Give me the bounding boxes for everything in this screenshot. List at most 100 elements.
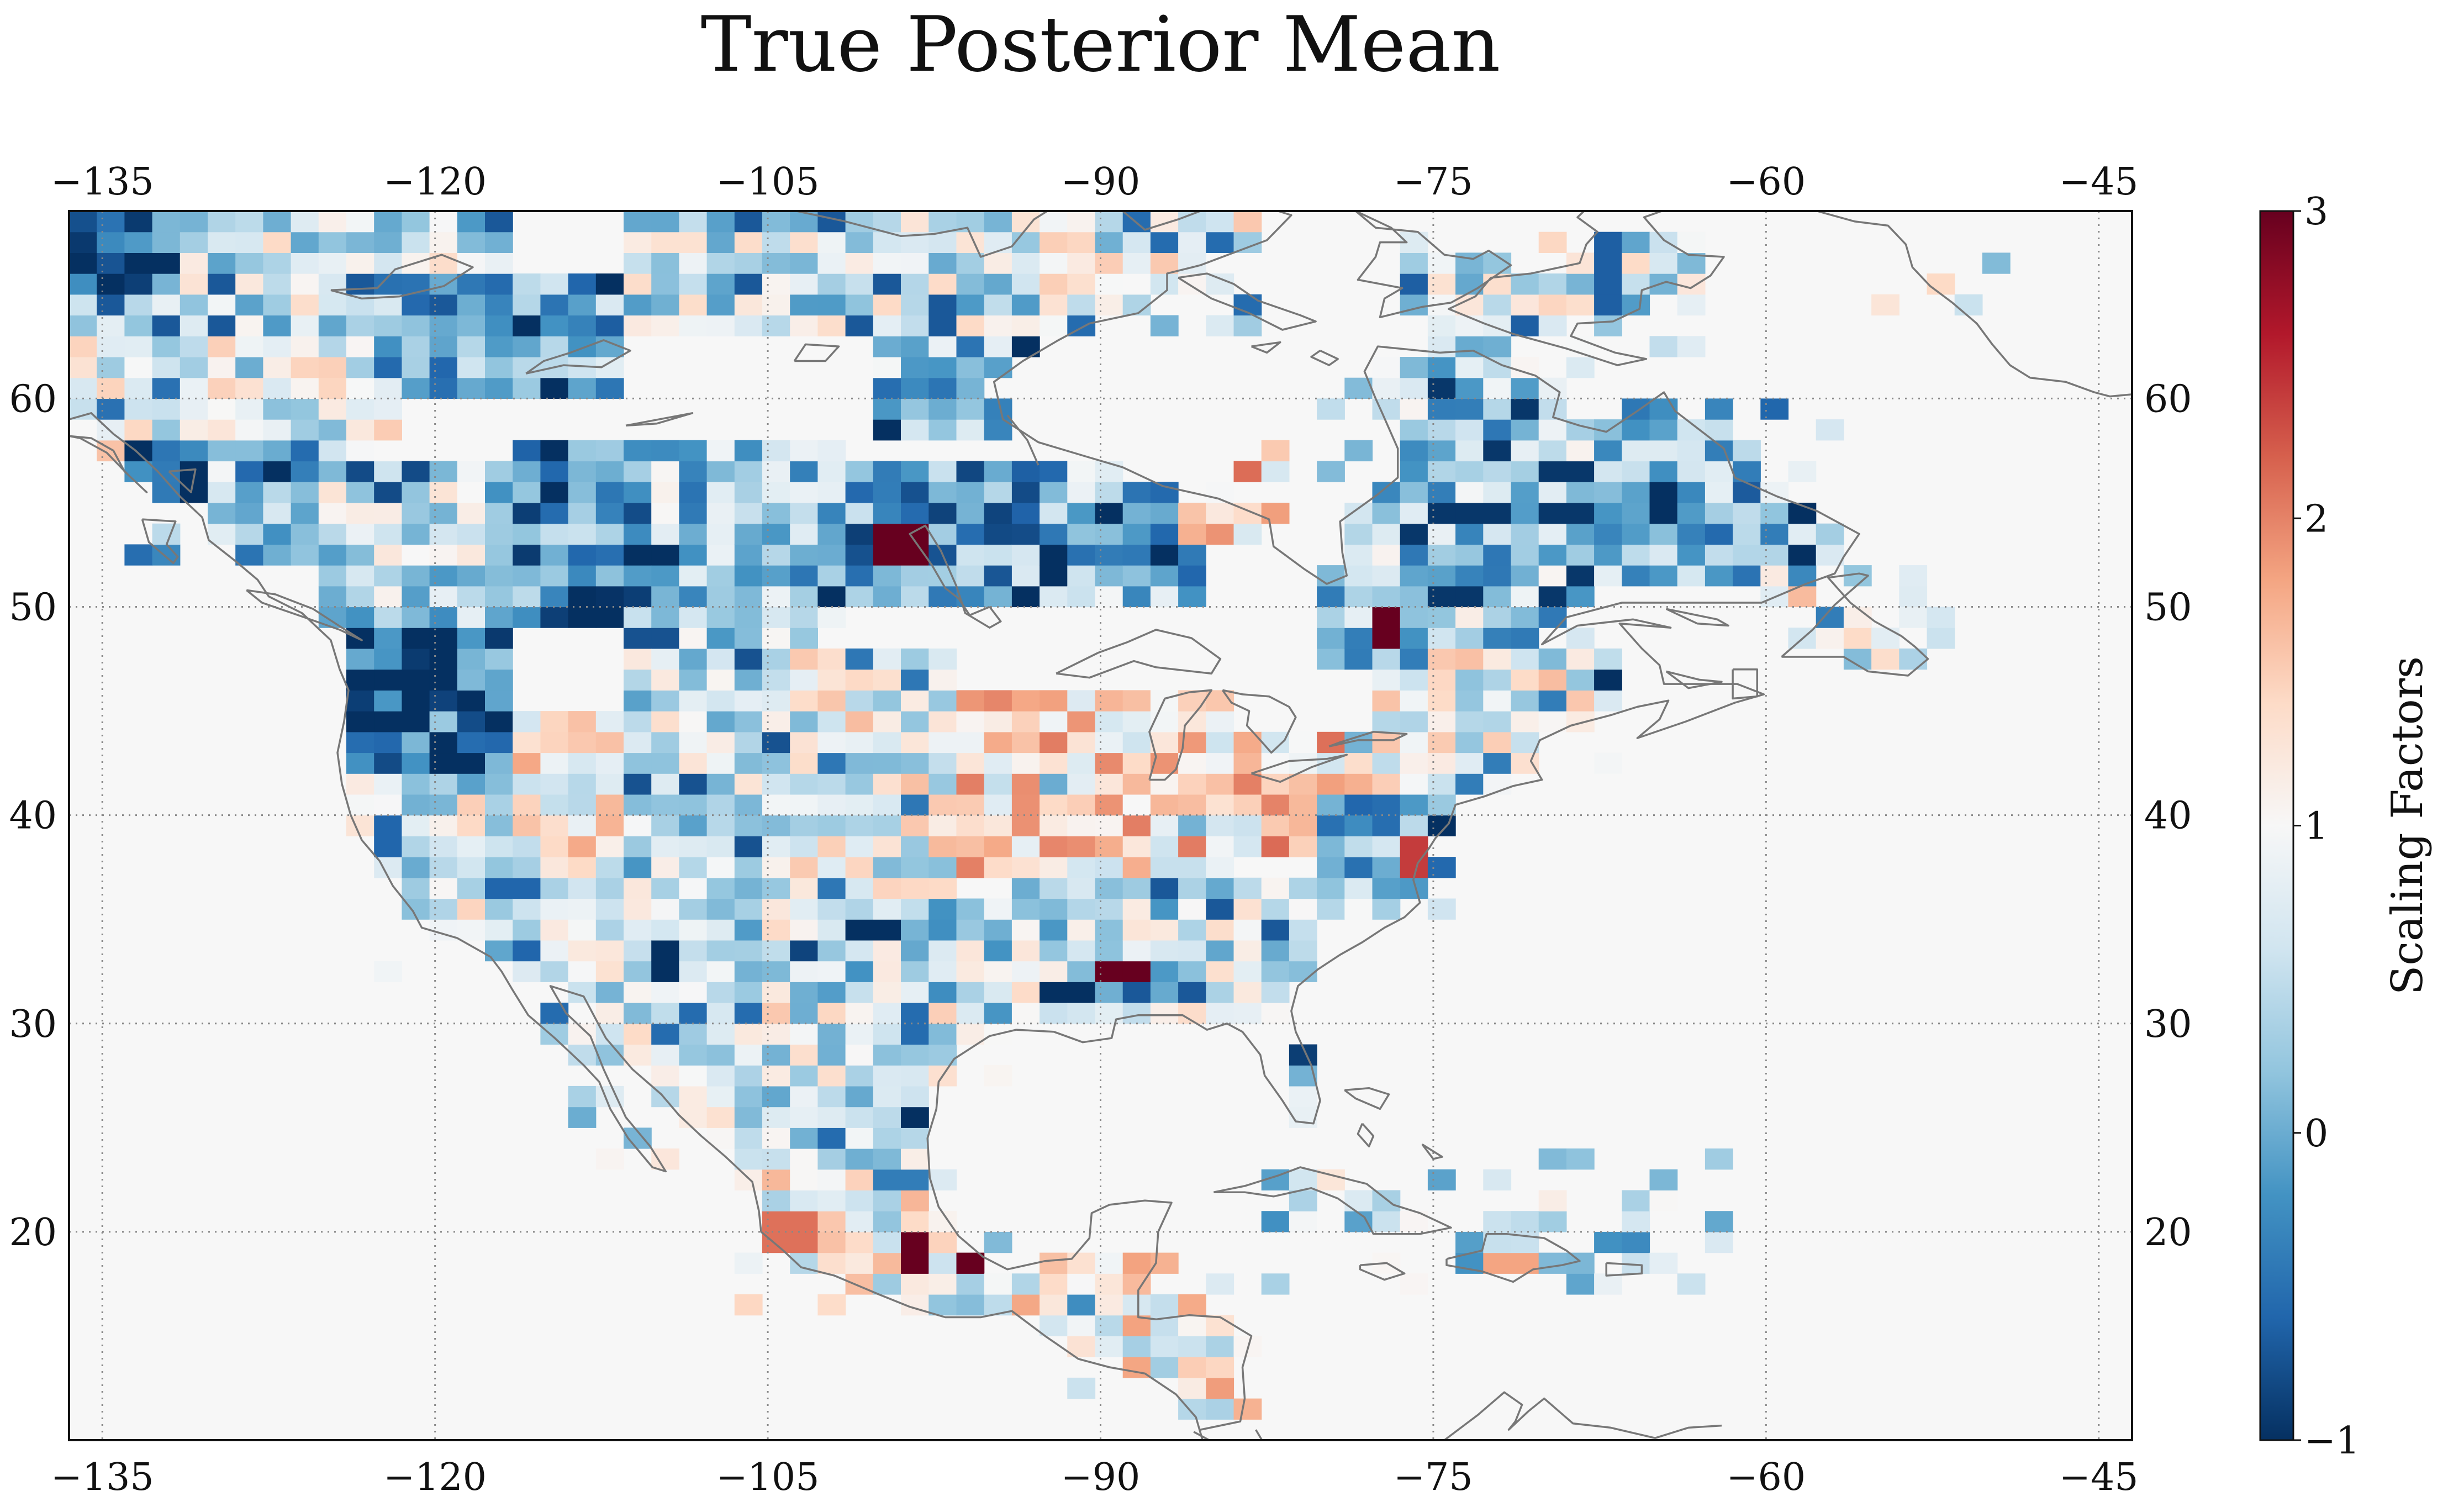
heatmap-cell: [873, 252, 901, 274]
heatmap-cell: [873, 565, 901, 587]
heatmap-cell: [180, 440, 208, 462]
heatmap-cell: [1289, 836, 1317, 857]
heatmap-cell: [817, 461, 846, 482]
heatmap-cell: [928, 690, 957, 712]
heatmap-cell: [291, 252, 319, 274]
heatmap-cell: [1594, 1273, 1622, 1295]
heatmap-cell: [1372, 836, 1401, 857]
heatmap-cell: [1455, 461, 1484, 482]
heatmap-cell: [402, 315, 430, 336]
heatmap-cell: [429, 877, 458, 899]
heatmap-cell: [402, 336, 430, 357]
heatmap-cell: [346, 315, 374, 336]
heatmap-cell: [1095, 940, 1123, 962]
heatmap-cell: [1122, 294, 1151, 316]
heatmap-cell: [1095, 815, 1123, 836]
heatmap-cell: [624, 898, 652, 920]
heatmap-cell: [901, 1273, 929, 1295]
heatmap-cell: [457, 377, 486, 399]
heatmap-cell: [568, 815, 597, 836]
coastline: [1310, 350, 1339, 366]
heatmap-cell: [1317, 898, 1345, 920]
heatmap-cell: [624, 919, 652, 941]
heatmap-cell: [346, 648, 374, 670]
heatmap-cell: [845, 1065, 874, 1087]
heatmap-cell: [1150, 877, 1179, 899]
heatmap-cell: [734, 294, 763, 316]
heatmap-cell: [1427, 898, 1456, 920]
coastline: [1006, 414, 1040, 466]
heatmap-cell: [1122, 1003, 1151, 1024]
heatmap-cell: [429, 294, 458, 316]
heatmap-cell: [901, 482, 929, 503]
heatmap-cell: [790, 273, 818, 295]
heatmap-cell: [1122, 273, 1151, 295]
heatmap-cell: [1788, 523, 1817, 545]
heatmap-cell: [152, 523, 181, 545]
heatmap-cell: [124, 419, 153, 441]
heatmap-cell: [124, 273, 153, 295]
heatmap-cell: [790, 961, 818, 982]
heatmap-cell: [1594, 503, 1622, 524]
heatmap-cell: [1011, 836, 1040, 857]
heatmap-cell: [1122, 940, 1151, 962]
heatmap-cell: [706, 440, 735, 462]
coastline: [141, 518, 179, 565]
heatmap-cell: [346, 482, 374, 503]
heatmap-cell: [1871, 648, 1900, 670]
coastline: [1251, 341, 1281, 354]
heatmap-cell: [568, 794, 597, 816]
heatmap-cell: [873, 752, 901, 774]
heatmap-cell: [595, 836, 624, 857]
heatmap-cell: [235, 461, 263, 482]
heatmap-cell: [1095, 461, 1123, 482]
heatmap-cell: [762, 752, 790, 774]
heatmap-cell: [651, 857, 679, 878]
heatmap-cell: [651, 294, 679, 316]
heatmap-cell: [1040, 898, 1068, 920]
heatmap-cell: [1899, 607, 1928, 628]
heatmap-cell: [790, 731, 818, 753]
coastline: [909, 524, 1002, 629]
heatmap-cell: [624, 461, 652, 482]
heatmap-cell: [624, 294, 652, 316]
heatmap-cell: [734, 586, 763, 608]
heatmap-cell: [706, 752, 735, 774]
heatmap-cell: [624, 752, 652, 774]
heatmap-cell: [984, 690, 1012, 712]
heatmap-cell: [817, 773, 846, 795]
heatmap-cell: [429, 607, 458, 628]
heatmap-cell: [734, 669, 763, 691]
heatmap-cell: [928, 1003, 957, 1024]
heatmap-cell: [1067, 1003, 1096, 1024]
heatmap-cell: [762, 1106, 790, 1128]
heatmap-cell: [1594, 690, 1622, 712]
heatmap-cell: [956, 482, 985, 503]
heatmap-cell: [457, 898, 486, 920]
heatmap-cell: [762, 607, 790, 628]
heatmap-cell: [956, 503, 985, 524]
heatmap-cell: [790, 565, 818, 587]
heatmap-cell: [1427, 544, 1456, 566]
heatmap-cell: [1289, 919, 1317, 941]
heatmap-cell: [928, 1273, 957, 1295]
heatmap-cell: [1483, 398, 1512, 420]
heatmap-cell: [346, 461, 374, 482]
heatmap-cell: [1122, 1294, 1151, 1316]
heatmap-cell: [651, 273, 679, 295]
heatmap-cell: [208, 252, 236, 274]
heatmap-cell: [1427, 628, 1456, 649]
heatmap-cell: [457, 731, 486, 753]
heatmap-cell: [291, 211, 319, 233]
heatmap-cell: [1206, 1398, 1234, 1420]
heatmap-cell: [984, 565, 1012, 587]
heatmap-cell: [845, 586, 874, 608]
heatmap-cell: [956, 836, 985, 857]
heatmap-cell: [901, 940, 929, 962]
heatmap-cell: [984, 961, 1012, 982]
heatmap-cell: [651, 731, 679, 753]
heatmap-cell: [956, 898, 985, 920]
heatmap-cell: [1677, 440, 1706, 462]
heatmap-cell: [762, 919, 790, 941]
heatmap-cell: [1067, 1252, 1096, 1274]
